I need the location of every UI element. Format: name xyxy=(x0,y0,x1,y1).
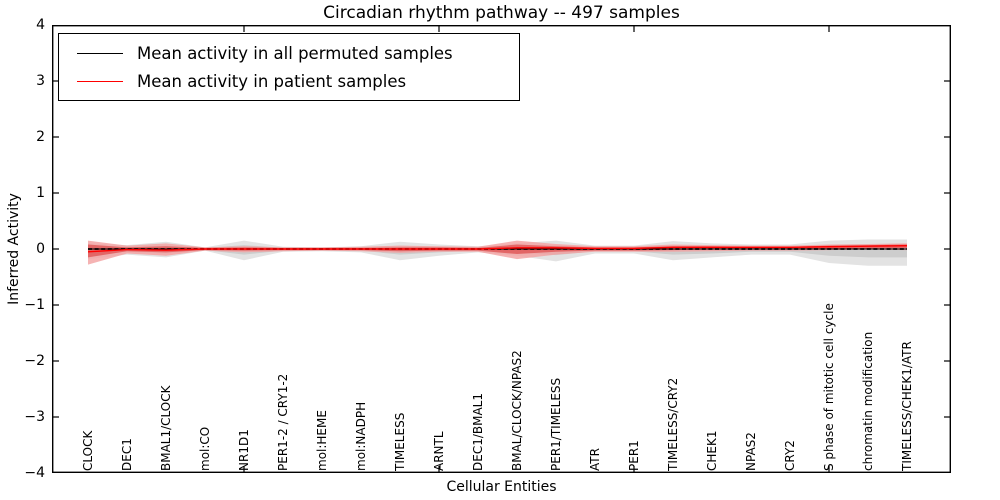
x-category-label: mol:HEME xyxy=(315,410,329,471)
legend: Mean activity in all permuted samples Me… xyxy=(58,33,520,101)
x-category-label: S phase of mitotic cell cycle xyxy=(822,303,836,471)
legend-label-permuted: Mean activity in all permuted samples xyxy=(137,43,453,63)
x-category-label: mol:NADPH xyxy=(354,401,368,471)
x-category-label: BMAL/CLOCK/NPAS2 xyxy=(510,350,524,471)
x-category-label: NR1D1 xyxy=(237,429,251,471)
series-line-1 xyxy=(87,244,908,253)
y-tick-label: 3 xyxy=(36,73,45,89)
y-tick-label: −1 xyxy=(24,297,45,313)
y-tick-label: 1 xyxy=(36,185,45,201)
legend-item-patient: Mean activity in patient samples xyxy=(69,67,509,95)
x-category-label: PER1 xyxy=(627,440,641,471)
x-category-label: TIMELESS xyxy=(393,412,407,471)
x-category-label: ATR xyxy=(588,448,602,471)
x-category-label: DEC1/BMAL1 xyxy=(471,393,485,471)
x-axis-title: Cellular Entities xyxy=(446,479,557,495)
x-category-label: PER1-2 / CRY1-2 xyxy=(276,373,290,471)
x-category-label: CRY2 xyxy=(783,440,797,471)
legend-label-patient: Mean activity in patient samples xyxy=(137,71,407,91)
plot-svg xyxy=(52,25,951,473)
x-category-label: CHEK1 xyxy=(705,430,719,472)
y-axis-title: Inferred Activity xyxy=(6,193,22,305)
chart-title: Circadian rhythm pathway -- 497 samples xyxy=(323,3,680,23)
legend-line-sample-permuted xyxy=(77,52,123,54)
x-category-label: mol:CO xyxy=(198,426,212,471)
x-category-label: TIMELESS/CHEK1/ATR xyxy=(900,341,914,471)
x-category-label: ARNTL xyxy=(432,431,446,471)
x-category-label: DEC1 xyxy=(120,438,134,471)
x-category-label: chromatin modification xyxy=(861,331,875,471)
x-category-label: PER1/TIMELESS xyxy=(549,377,563,471)
x-category-label: TIMELESS/CRY2 xyxy=(666,377,680,471)
x-category-label: BMAL1/CLOCK xyxy=(159,385,173,472)
y-tick-label: 0 xyxy=(36,241,45,257)
legend-item-permuted: Mean activity in all permuted samples xyxy=(69,39,509,67)
y-tick-label: −2 xyxy=(24,353,45,369)
y-tick-label: 4 xyxy=(36,17,45,33)
x-category-label: CLOCK xyxy=(81,430,95,471)
y-tick-label: −4 xyxy=(24,465,45,481)
y-tick-label: −3 xyxy=(24,409,45,425)
legend-line-sample-patient xyxy=(77,80,123,82)
x-category-label: NPAS2 xyxy=(744,432,758,471)
y-tick-label: 2 xyxy=(36,129,45,145)
